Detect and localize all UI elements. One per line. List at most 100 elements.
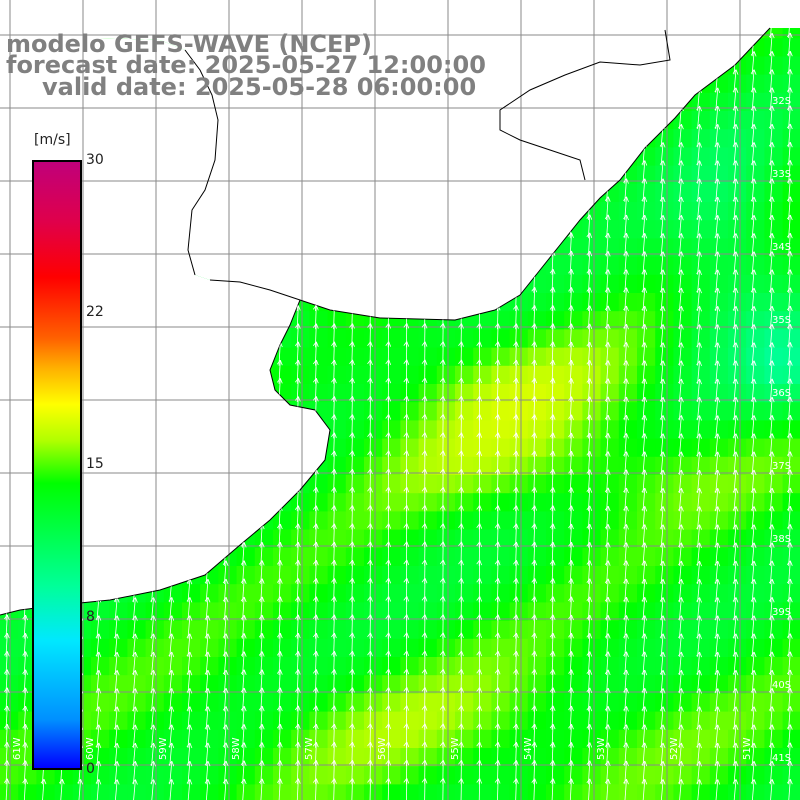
wind-cell (709, 638, 729, 658)
wind-cell (564, 766, 583, 785)
wind-cell (709, 456, 729, 476)
wind-cell (582, 220, 602, 239)
wind-cell (564, 638, 583, 658)
wind-cell (455, 475, 474, 494)
wind-cell (455, 511, 474, 531)
wind-cell (254, 547, 274, 567)
wind-cell (309, 675, 329, 694)
wind-cell (254, 566, 274, 585)
wind-cell (782, 38, 800, 57)
wind-cell (273, 566, 292, 585)
wind-cell (291, 566, 310, 585)
wind-arrow (331, 450, 337, 475)
wind-cell (746, 693, 765, 713)
wind-cell (455, 602, 474, 622)
wind-arrow (750, 324, 757, 348)
wind-cell (673, 347, 693, 367)
wind-cell (728, 365, 747, 385)
wind-cell (582, 675, 602, 694)
wind-cell (782, 675, 800, 694)
wind-cell (673, 711, 693, 731)
wind-cell (728, 256, 747, 276)
wind-cell (709, 711, 729, 731)
wind-cell (618, 274, 638, 294)
wind-cell (746, 438, 765, 458)
wind-cell (309, 638, 329, 658)
wind-cell (782, 620, 800, 640)
wind-cell (764, 475, 784, 494)
wind-cell (655, 675, 674, 694)
wind-cell (655, 311, 674, 330)
wind-arrow (714, 324, 721, 348)
wind-cell (491, 584, 511, 603)
wind-arrow (513, 341, 519, 366)
wind-cell (600, 566, 620, 585)
wind-cell (764, 165, 784, 185)
wind-cell (637, 420, 656, 440)
wind-cell (618, 711, 638, 731)
wind-cell (127, 638, 147, 658)
wind-cell (418, 420, 438, 440)
wind-cell (200, 748, 219, 767)
wind-arrow (732, 233, 739, 257)
wind-arrow (623, 214, 629, 239)
wind-arrow (750, 342, 757, 366)
wind-arrow (331, 359, 337, 384)
wind-cell (637, 584, 656, 603)
wind-cell (782, 748, 800, 767)
wind-cell (473, 547, 492, 567)
wind-cell (582, 329, 602, 349)
wind-cell (418, 402, 438, 421)
wind-arrow (732, 378, 739, 403)
wind-arrow (770, 28, 773, 39)
wind-cell (218, 766, 238, 785)
wind-cell (564, 475, 583, 494)
wind-cell (782, 693, 800, 713)
wind-cell (546, 620, 565, 640)
wind-cell (509, 693, 529, 713)
wind-cell (637, 693, 656, 713)
wind-arrow (768, 160, 775, 184)
wind-cell (127, 748, 147, 767)
wind-cell (182, 748, 201, 767)
wind-cell (655, 566, 674, 585)
wind-cell (582, 547, 602, 567)
wind-cell (637, 220, 656, 239)
wind-arrow (714, 342, 721, 366)
wind-arrow (623, 305, 629, 330)
wind-cell (218, 602, 238, 622)
wind-arrow (714, 142, 721, 166)
wind-cell (546, 493, 565, 512)
wind-cell (109, 675, 128, 694)
wind-cell (637, 311, 656, 330)
wind-cell (564, 657, 583, 676)
wind-cell (637, 256, 656, 276)
wind-cell (455, 420, 474, 440)
wind-cell (782, 729, 800, 749)
wind-cell (709, 365, 729, 385)
wind-cell (509, 547, 529, 567)
wind-cell (109, 638, 128, 658)
wind-arrow (678, 451, 684, 475)
wind-arrow (659, 142, 666, 166)
wind-arrow (641, 269, 648, 293)
wind-cell (382, 657, 401, 676)
wind-cell (418, 438, 438, 458)
wind-cell (728, 293, 747, 312)
wind-cell (691, 638, 711, 658)
wind-arrow (641, 451, 648, 475)
wind-cell (600, 602, 620, 622)
wind-cell (273, 529, 292, 549)
wind-cell (109, 784, 128, 800)
wind-cell (728, 438, 747, 458)
wind-cell (709, 529, 729, 549)
wind-cell (582, 766, 602, 785)
wind-cell (436, 365, 456, 385)
wind-arrow (768, 87, 775, 111)
wind-cell (673, 493, 693, 512)
wind-cell (782, 365, 800, 385)
wind-arrow (349, 377, 355, 403)
wind-cell (400, 675, 420, 694)
wind-cell (655, 238, 674, 258)
wind-cell (600, 420, 620, 440)
